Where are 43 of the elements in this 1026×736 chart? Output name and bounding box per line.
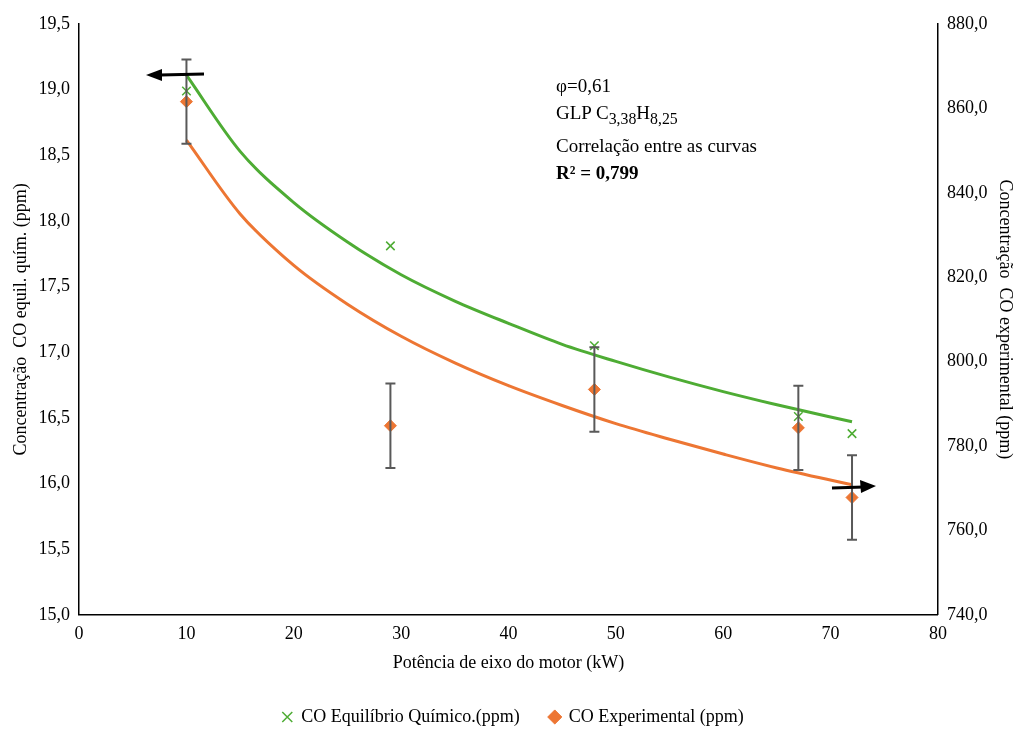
- annotation: φ=0,61: [556, 74, 612, 98]
- line-series: [184, 73, 854, 424]
- y2-tick-label: 760,0: [946, 519, 988, 540]
- y2-tick-label: 880,0: [946, 12, 988, 33]
- x-tick-label: 20: [284, 623, 303, 644]
- y2-tick-label: 780,0: [946, 434, 988, 455]
- y2-tick-label: 740,0: [946, 603, 988, 624]
- y-tick-label: 19,5: [38, 12, 71, 33]
- x-tick-label: 60: [714, 623, 733, 644]
- line-series: [184, 138, 854, 487]
- y2-tick-label: 840,0: [946, 181, 988, 202]
- point: [847, 428, 858, 439]
- y2-axis-title: Concentração CO experimental (ppm): [995, 179, 1017, 460]
- y2-tick-label: 860,0: [946, 97, 988, 118]
- y-tick-label: 17,0: [38, 340, 71, 361]
- x-tick-label: 40: [499, 623, 518, 644]
- y-tick-label: 18,5: [38, 144, 71, 165]
- y-tick-label: 15,0: [38, 603, 71, 624]
- x-tick-label: 10: [177, 623, 196, 644]
- y-tick-label: 16,0: [38, 472, 71, 493]
- y2-tick-label: 820,0: [946, 265, 988, 286]
- point: [589, 340, 600, 351]
- x-tick-label: 80: [928, 623, 947, 644]
- legend-label: CO Experimental (ppm): [568, 705, 744, 727]
- x-tick-label: 0: [74, 623, 84, 644]
- x-tick-label: 70: [821, 623, 840, 644]
- y2-tick-label: 800,0: [946, 350, 988, 371]
- y-tick-label: 16,5: [38, 406, 71, 427]
- x-tick-label: 30: [392, 623, 411, 644]
- y-tick-label: 15,5: [38, 537, 71, 558]
- y-tick-label: 19,0: [38, 78, 71, 99]
- annotation: GLP C$_{3,38}$H$_{8,25}$: [556, 101, 679, 129]
- x-tick-label: 50: [606, 623, 625, 644]
- legend-label: CO Equilíbrio Químico.(ppm): [301, 705, 520, 727]
- x-axis-title: Potência de eixo do motor (kW): [392, 651, 625, 673]
- y-tick-label: 17,5: [38, 275, 71, 296]
- y-tick-label: 18,0: [38, 209, 71, 230]
- y-axis-title: Concentração CO equil. quím. (ppm): [9, 183, 31, 456]
- point: [793, 411, 804, 422]
- annotation: R² = 0,799: [556, 160, 640, 185]
- point: [385, 240, 396, 251]
- point: [181, 85, 192, 96]
- annotation: Correlação entre as curvas: [556, 133, 757, 158]
